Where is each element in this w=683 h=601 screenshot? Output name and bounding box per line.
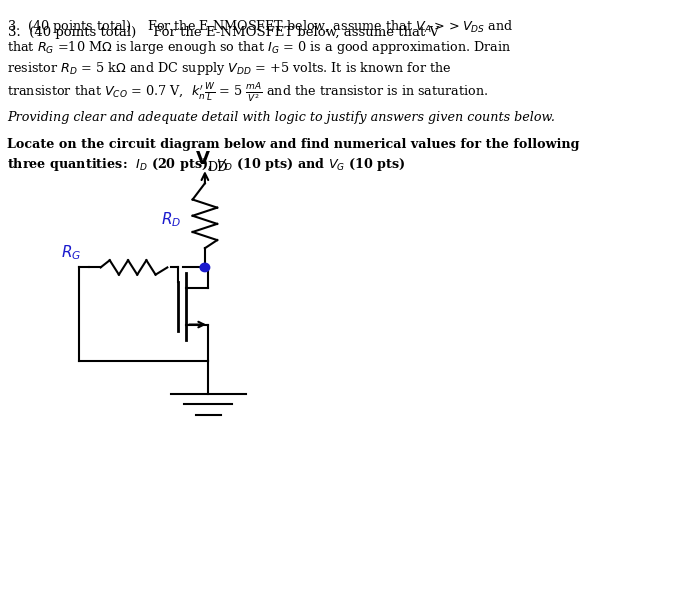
Text: transistor that $V_{CO}$ = 0.7 V,  $k_n' \frac{W}{L}$ = 5 $\frac{mA}{V^2}$ and t: transistor that $V_{CO}$ = 0.7 V, $k_n' … — [7, 81, 488, 105]
Text: that $R_G$ =10 M$\Omega$ is large enough so that $I_G$ = 0 is a good approximati: that $R_G$ =10 M$\Omega$ is large enough… — [7, 39, 512, 56]
Text: $\mathbf{V}$: $\mathbf{V}$ — [195, 150, 210, 168]
Text: resistor $R_D$ = 5 k$\Omega$ and DC supply $V_{DD}$ = +5 volts. It is known for : resistor $R_D$ = 5 k$\Omega$ and DC supp… — [7, 60, 451, 77]
Text: $R_D$: $R_D$ — [161, 210, 181, 229]
Text: Locate on the circuit diagram below and find numerical values for the following: Locate on the circuit diagram below and … — [7, 138, 579, 151]
Text: $R_G$: $R_G$ — [61, 243, 82, 262]
Text: three quantities:  $I_D$ (20 pts), $V_D$ (10 pts) and $V_G$ (10 pts): three quantities: $I_D$ (20 pts), $V_D$ … — [7, 156, 406, 173]
Text: DD: DD — [207, 161, 227, 174]
Text: 3.  (40 points total)    For the E-NMOSFET below, assume that V: 3. (40 points total) For the E-NMOSFET b… — [8, 26, 439, 39]
Text: Providing clear and adequate detail with logic to justify answers given counts b: Providing clear and adequate detail with… — [7, 111, 555, 124]
Text: 3.  (40 points total)    For the E-NMOSFET below, assume that $V_A >> V_{DS}$ an: 3. (40 points total) For the E-NMOSFET b… — [7, 18, 513, 35]
